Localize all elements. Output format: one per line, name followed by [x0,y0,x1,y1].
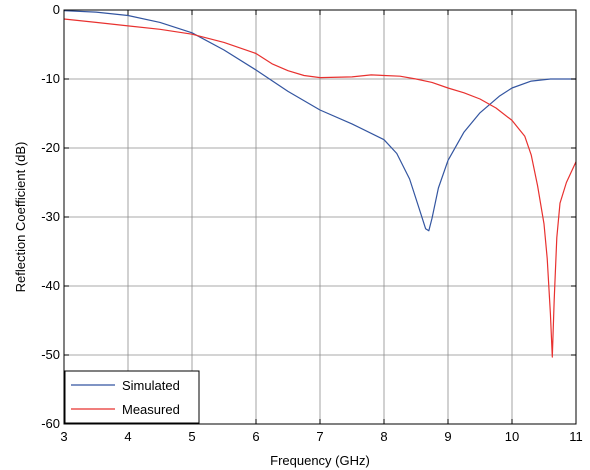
x-tick-label: 8 [380,429,387,444]
x-tick-label: 3 [60,429,67,444]
x-tick-label: 9 [444,429,451,444]
y-tick-label: -10 [41,71,60,86]
x-tick-label: 7 [316,429,323,444]
legend: Simulated Measured [64,370,200,424]
x-tick-labels: 3 4 5 6 7 8 9 10 11 [60,429,582,444]
y-tick-label: 0 [53,2,60,17]
tick-marks [63,9,577,425]
y-tick-label: -30 [41,209,60,224]
series-line-measured [63,18,577,358]
x-tick-label: 11 [569,429,583,444]
y-tick-labels: 0 -10 -20 -30 -40 -50 -60 [41,2,60,431]
grid-lines [64,10,576,424]
x-tick-label: 10 [505,429,519,444]
legend-label-simulated: Simulated [122,378,180,393]
y-tick-label: -60 [41,416,60,431]
legend-label-measured: Measured [122,402,180,417]
y-tick-label: -40 [41,278,60,293]
y-tick-label: -20 [41,140,60,155]
y-tick-label: -50 [41,347,60,362]
x-tick-label: 5 [188,429,195,444]
legend-box [64,370,200,424]
x-axis-label: Frequency (GHz) [270,453,370,468]
x-tick-label: 6 [252,429,259,444]
series-layer [63,10,577,358]
x-tick-label: 4 [124,429,131,444]
y-axis-label: Reflection Coefficient (dB) [13,142,28,293]
